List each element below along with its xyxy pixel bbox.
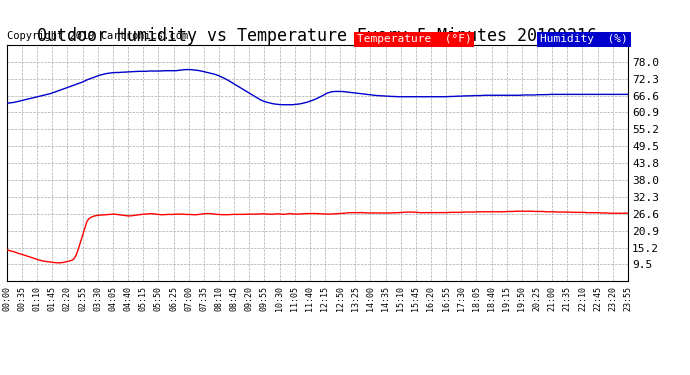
Text: Humidity  (%): Humidity (%) [540, 34, 628, 44]
Title: Outdoor Humidity vs Temperature Every 5 Minutes 20190216: Outdoor Humidity vs Temperature Every 5 … [37, 27, 598, 45]
Text: Copyright 2019 Cartronics.com: Copyright 2019 Cartronics.com [7, 32, 188, 41]
Text: Temperature  (°F): Temperature (°F) [357, 34, 471, 44]
